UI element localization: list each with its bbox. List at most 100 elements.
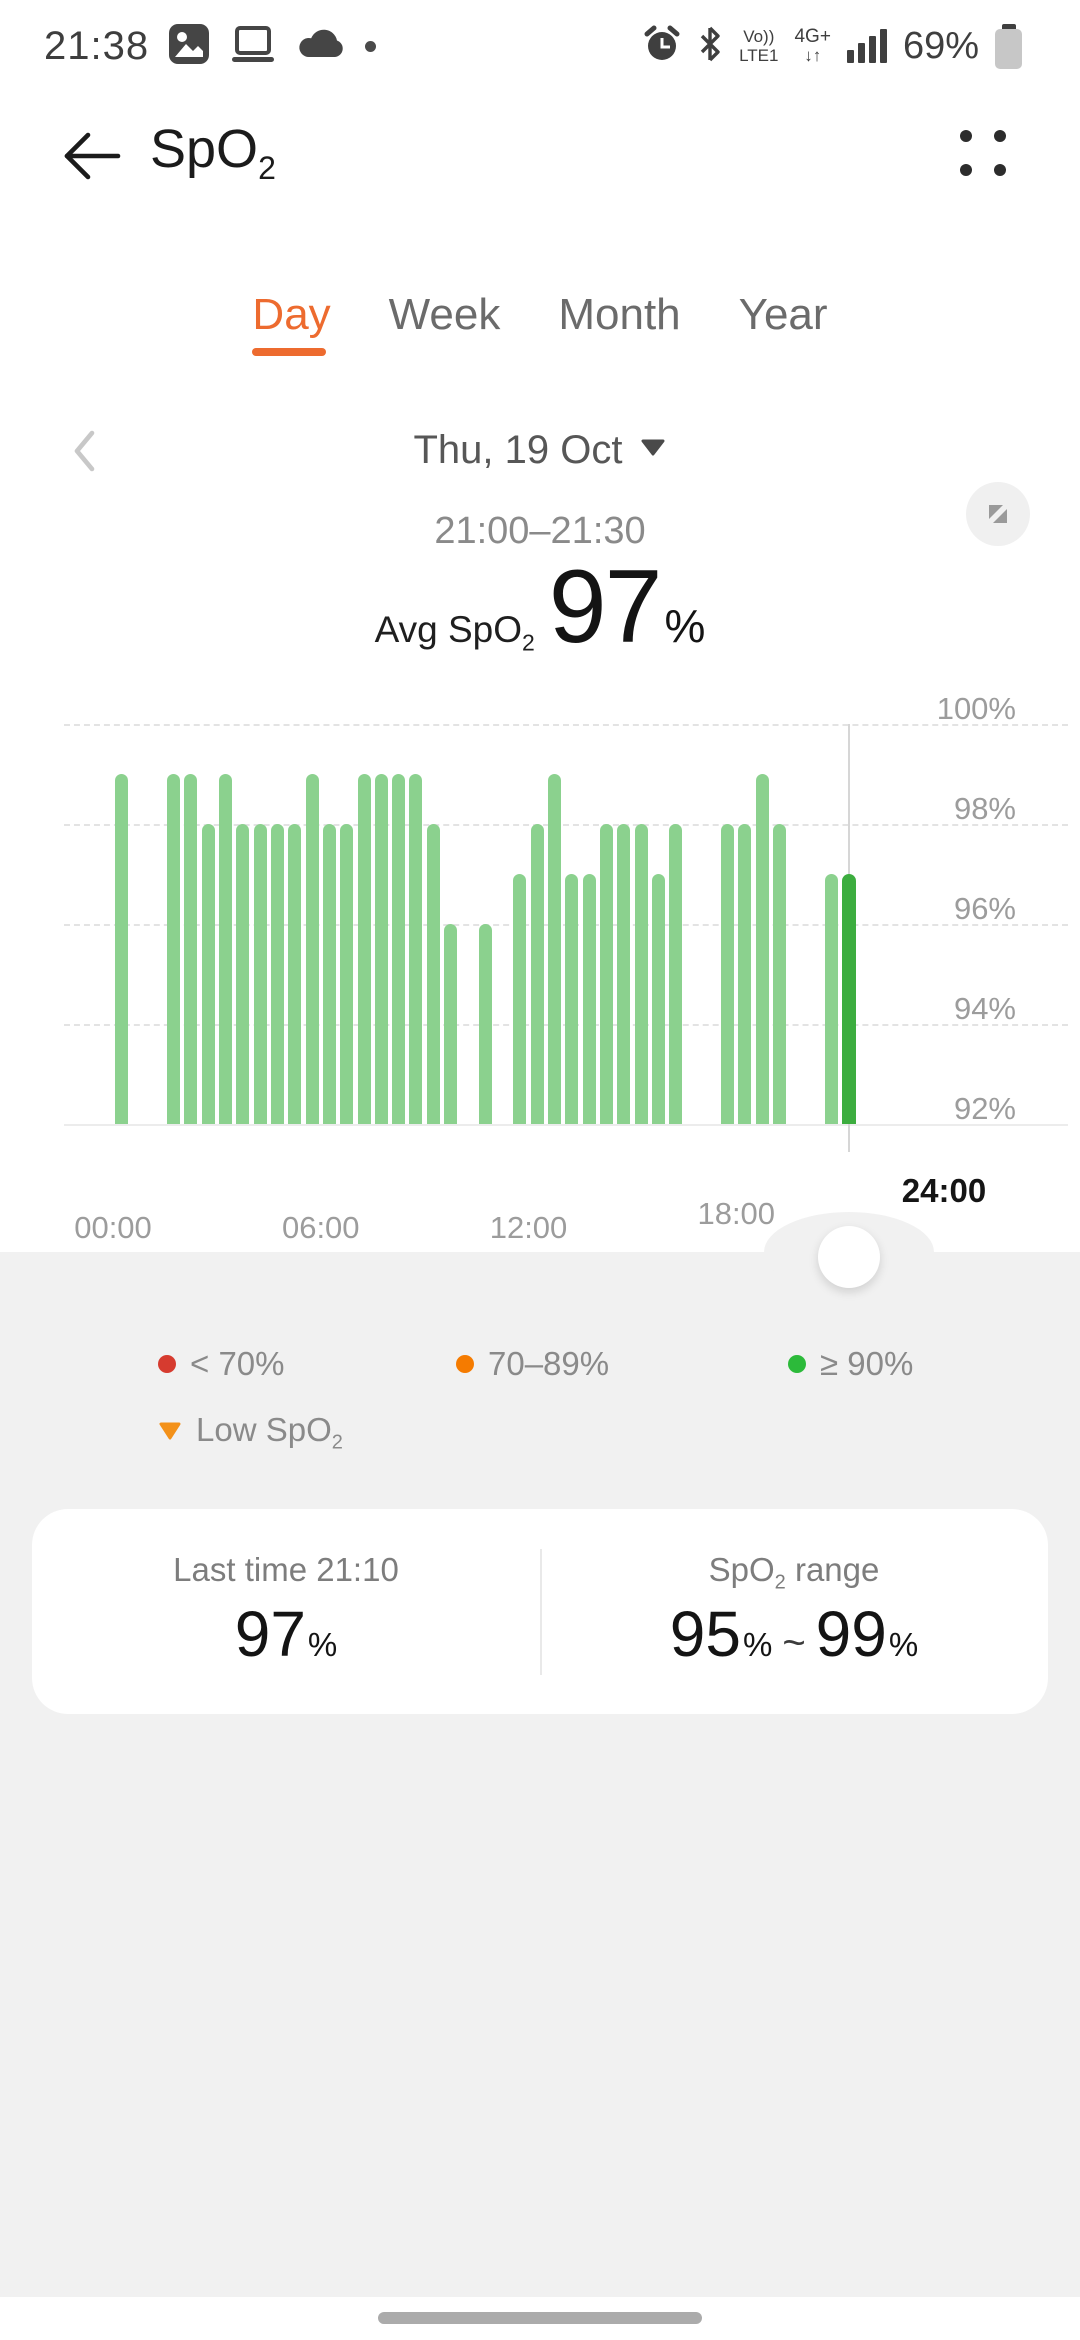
legend-dot-icon [456,1355,474,1373]
chart-bar-06:00[interactable] [322,824,336,1124]
chart-bar-07:30[interactable] [374,774,388,1124]
chart-bar-05:30[interactable] [305,774,319,1124]
x-axis-label-06:00: 06:00 [281,1210,360,1245]
card-divider [540,1549,542,1675]
legend-low-spo2: Low SpO2 [158,1411,343,1454]
clock-text: 21:38 [44,23,150,68]
avg-value: 97 [548,549,663,665]
battery-icon [995,23,1022,69]
alarm-icon [643,24,681,69]
last-time-panel: Last time 21:10 97% [32,1509,540,1714]
chart-bar-19:00[interactable] [773,824,787,1124]
x-axis-label-24:00: 24:00 [901,1172,987,1209]
y-axis-label-92: 92% [953,1091,1016,1126]
chart-bar-21:00-selected[interactable] [841,874,856,1124]
chart-bar-18:00[interactable] [738,824,752,1124]
chart-bar-09:00[interactable] [426,824,440,1124]
photo-notification-icon [169,23,210,69]
chart-bar-00:00[interactable] [115,774,129,1124]
chart-bar-14:00[interactable] [599,824,613,1124]
volte-top-text: Vo)) [743,27,775,46]
tab-year[interactable]: Year [738,290,828,339]
legend-item-0: < 70% [158,1345,285,1383]
chart-bar-01:30[interactable] [167,774,181,1124]
cloud-icon [297,27,345,66]
chart-bar-12:30[interactable] [547,774,561,1124]
chart-bar-15:30[interactable] [651,874,665,1124]
more-notifications-dot-icon [365,40,377,52]
chart-bar-18:30[interactable] [755,774,769,1124]
y-axis-label-100: 100% [936,691,1016,726]
chart-bar-04:30[interactable] [270,824,284,1124]
last-time-value: 97% [234,1598,338,1670]
chart-bar-02:00[interactable] [184,774,198,1124]
overflow-menu-button[interactable] [960,130,1006,176]
chart-bar-05:00[interactable] [288,824,302,1124]
chart-bar-03:30[interactable] [236,824,250,1124]
status-bar-left: 21:38 [44,14,377,78]
chart-bar-20:30[interactable] [824,874,838,1124]
chart-bar-10:30[interactable] [478,924,492,1124]
status-bar-right: Vo)) LTE1 4G+ ↓↑ 69% [643,12,1022,80]
chart-bar-11:30[interactable] [513,874,527,1124]
chart-bar-16:00[interactable] [669,824,683,1124]
bluetooth-icon [697,26,723,67]
chart-bar-08:00[interactable] [392,774,406,1124]
laptop-icon [229,24,277,69]
tab-day[interactable]: Day [252,290,331,356]
legend-dot-icon [788,1355,806,1373]
last-time-label: Last time 21:10 [173,1551,399,1588]
chart-bar-15:00[interactable] [634,824,648,1124]
chart-bar-07:00[interactable] [357,774,371,1124]
gridline-100 [64,724,1068,726]
chart-bar-17:30[interactable] [721,824,735,1124]
spo2-bar-chart[interactable]: 100% 98% 96% 94% 92% 00:00 06:00 12:00 18:00 24:0… [0,0,1080,1260]
expand-chart-button[interactable] [966,482,1030,546]
chart-bar-02:30[interactable] [201,824,215,1124]
lower-section-background [0,1252,1080,2297]
chart-bar-13:30[interactable] [582,874,596,1124]
spo2-range-panel: SpO2 range 95% ~ 99% [540,1509,1048,1714]
chart-bar-14:30[interactable] [617,824,631,1124]
network-type-indicator: 4G+ ↓↑ [794,27,830,65]
avg-unit: % [664,600,706,652]
chart-bar-12:00[interactable] [530,824,544,1124]
x-axis-label-00:00: 00:00 [74,1210,152,1245]
chart-bar-13:00[interactable] [565,874,579,1124]
back-button[interactable] [56,126,126,186]
y-axis-label-94: 94% [953,991,1016,1026]
gridline-98 [64,824,1068,826]
period-tabs: Day Week Month Year [0,290,1080,356]
legend-item-2: ≥ 90% [788,1345,913,1383]
signal-strength-icon [846,29,887,63]
time-slider-handle[interactable] [818,1226,880,1288]
chart-bar-08:30[interactable] [409,774,423,1124]
date-selector[interactable]: Thu, 19 Oct [0,428,1080,473]
spo2-range-label: SpO2 range [708,1551,880,1594]
chart-bar-06:30[interactable] [340,824,354,1124]
network-4g-text: 4G+ [794,26,831,47]
summary-card: Last time 21:10 97% SpO2 range 95% ~ 99% [32,1509,1048,1714]
x-axis-label-18:00: 18:00 [697,1196,776,1231]
date-label: Thu, 19 Oct [413,428,623,472]
low-spo2-triangle-icon [158,1421,182,1446]
chart-bar-03:00[interactable] [219,774,233,1124]
legend-label: ≥ 90% [820,1345,914,1382]
tab-week[interactable]: Week [388,290,501,339]
home-indicator[interactable] [378,2312,702,2324]
expand-icon [989,505,1007,523]
tab-month[interactable]: Month [558,290,681,339]
avg-label: Avg SpO2 [374,609,535,656]
chart-bar-09:30[interactable] [444,924,458,1124]
chart-bar-04:00[interactable] [253,824,267,1124]
page-title: SpO2 [150,119,276,186]
legend-item-1: 70–89% [456,1345,609,1383]
volte-bottom-text: LTE1 [739,46,779,65]
y-axis-label-96: 96% [953,891,1016,926]
gridline-92 [64,1124,1068,1126]
legend-low-spo2-label: Low SpO2 [196,1411,343,1454]
previous-day-chevron[interactable] [70,428,100,474]
network-arrows-text: ↓↑ [804,46,822,65]
volte-indicator: Vo)) LTE1 [739,27,778,65]
